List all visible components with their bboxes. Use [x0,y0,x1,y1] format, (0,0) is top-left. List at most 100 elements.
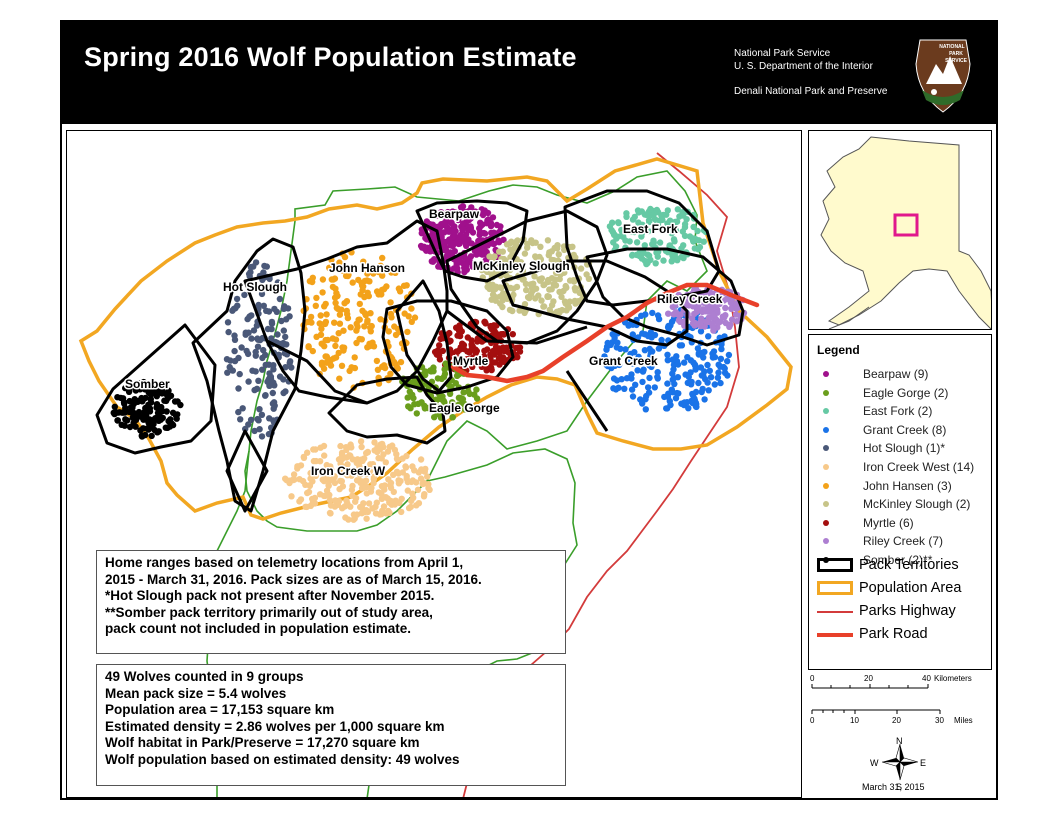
territory-grant-creek [501,259,689,347]
telemetry-point [394,456,401,463]
telemetry-point [354,456,361,463]
territory-somber [95,323,217,455]
telemetry-point [532,239,539,246]
telemetry-point [701,368,708,375]
telemetry-point [271,382,278,389]
telemetry-point [651,384,658,391]
telemetry-point [137,427,144,434]
telemetry-point [347,324,354,331]
telemetry-point [348,472,355,479]
telemetry-point [463,261,470,268]
telemetry-point [536,276,543,283]
telemetry-point [548,256,555,264]
telemetry-point [669,303,676,311]
telemetry-point [433,212,440,219]
telemetry-point [365,292,372,300]
telemetry-point [684,354,691,361]
legend-pack-label: Hot Slough (1)* [863,441,946,456]
telemetry-point [409,477,416,484]
park-boundary [244,170,708,532]
telemetry-point [370,270,377,277]
telemetry-point [331,479,339,487]
legend-pack-dot [823,408,829,415]
telemetry-point [499,344,507,351]
telemetry-point [392,269,399,276]
telemetry-point [262,392,269,399]
telemetry-point [348,364,355,371]
telemetry-point [258,433,266,440]
telemetry-point [379,254,386,262]
telemetry-point [704,303,711,310]
compass-n: N [896,736,903,746]
telemetry-point [259,366,266,373]
telemetry-point [122,416,129,423]
telemetry-point [649,309,656,317]
telemetry-point [628,386,636,393]
telemetry-point [658,336,665,344]
telemetry-point [433,351,440,358]
alaska-locator-inset [808,130,992,330]
telemetry-point [652,260,659,267]
telemetry-point [711,353,719,361]
telemetry-point [666,242,674,249]
telemetry-point [664,393,672,401]
telemetry-point [460,226,467,233]
telemetry-point [378,511,385,518]
telemetry-point [702,318,710,325]
telemetry-point [225,328,232,336]
telemetry-point [325,482,332,490]
telemetry-point [250,327,258,334]
telemetry-point [399,455,406,462]
telemetry-point [359,457,366,465]
telemetry-point [358,443,365,451]
telemetry-point [519,262,526,269]
telemetry-point [260,269,267,276]
telemetry-point [728,305,735,312]
telemetry-point [714,374,722,381]
telemetry-point [521,250,529,257]
telemetry-point [339,267,346,274]
label-myrtle: Myrtle [453,354,489,368]
telemetry-point [668,257,676,264]
telemetry-point [685,405,692,412]
telemetry-point [332,342,339,350]
telemetry-point [407,405,414,412]
stat-line: Population area = 17,153 square km [105,702,335,717]
telemetry-point [607,341,614,349]
telemetry-point [310,446,317,453]
telemetry-point [685,373,692,381]
telemetry-point [121,400,128,407]
legend-park-road-label: Park Road [859,626,928,642]
telemetry-point [320,492,328,500]
telemetry-point [654,253,661,260]
legend-pack-label: Iron Creek West (14) [863,460,975,474]
telemetry-point [336,259,343,266]
mi-unit: Miles [954,716,973,725]
telemetry-point [307,469,314,477]
telemetry-point [327,362,335,369]
telemetry-point [556,275,563,283]
telemetry-point [159,407,166,415]
telemetry-point [447,228,455,235]
telemetry-point [660,211,667,219]
telemetry-point [361,310,369,317]
telemetry-point [672,395,680,402]
telemetry-point [235,354,242,362]
telemetry-point [382,459,389,466]
telemetry-point [558,293,565,301]
telemetry-point [306,278,314,285]
telemetry-point [242,331,249,338]
telemetry-point [644,251,651,258]
telemetry-point [119,395,127,402]
telemetry-point [276,295,284,303]
telemetry-point [523,286,530,294]
alaska-locator-map [820,136,991,329]
mi-tick-10: 10 [850,716,859,725]
legend-pack-dot [823,482,829,489]
telemetry-point [718,345,725,353]
telemetry-point [691,361,699,368]
north-arrow-icon [881,743,919,781]
telemetry-point [691,319,699,327]
telemetry-point [520,276,527,283]
telemetry-point [609,331,616,338]
